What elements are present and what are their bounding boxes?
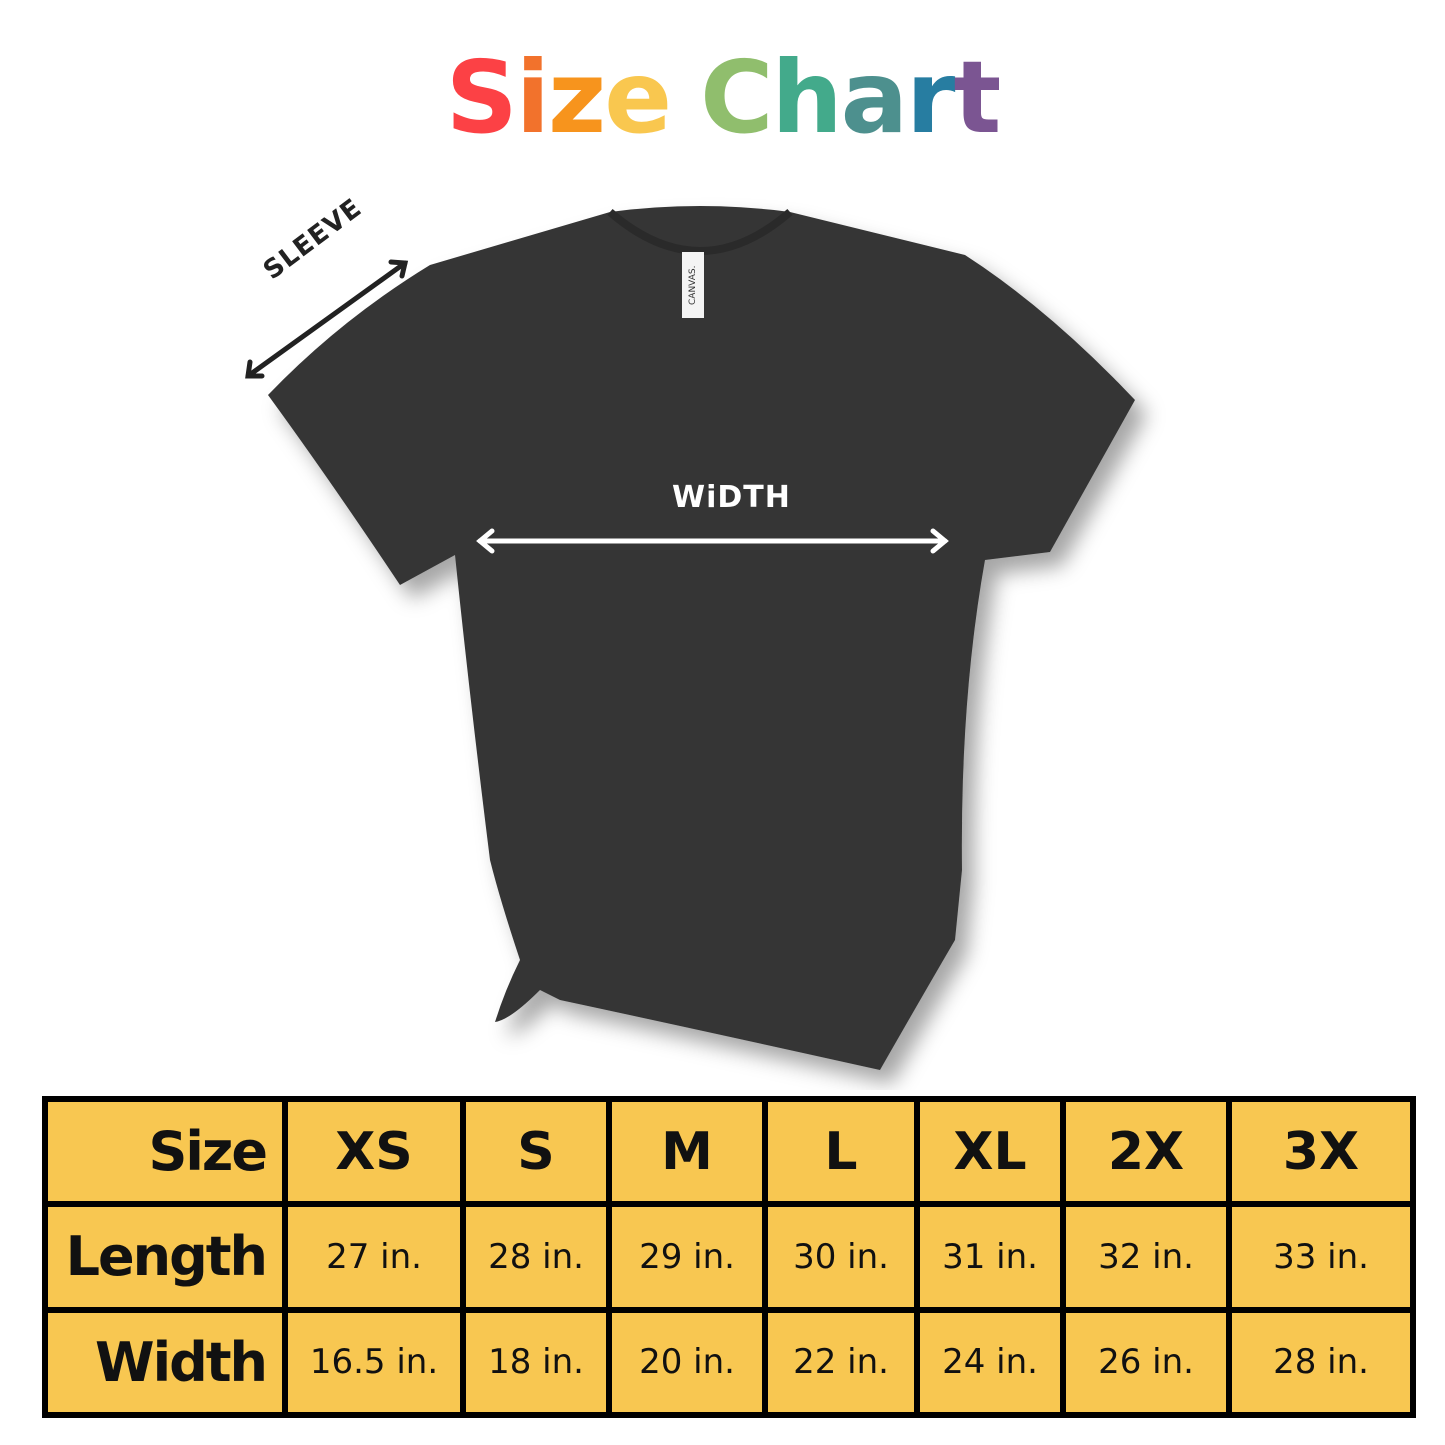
title-letter: h <box>771 39 842 156</box>
shirt-tag: CANVAS. <box>682 252 704 318</box>
table-cell: 18 in. <box>460 1306 612 1419</box>
title-letter: a <box>840 39 908 156</box>
table-cell: 28 in. <box>1226 1306 1416 1419</box>
row-label: Width <box>42 1306 288 1419</box>
table-cell: 33 in. <box>1226 1201 1416 1313</box>
table-cell: 31 in. <box>914 1201 1066 1313</box>
title-letter: t <box>953 39 1001 156</box>
table-cell: 32 in. <box>1060 1201 1232 1313</box>
title-letter: r <box>906 39 955 156</box>
table-cell: 28 in. <box>460 1201 612 1313</box>
header-cell: XS <box>282 1095 466 1208</box>
header-cell: L <box>762 1095 920 1208</box>
table-row: Length 27 in. 28 in. 29 in. 30 in. 31 in… <box>42 1201 1416 1313</box>
table-cell: 27 in. <box>282 1201 466 1313</box>
table-cell: 30 in. <box>762 1201 920 1313</box>
tshirt-shape <box>268 206 1135 1070</box>
title-letter: C <box>700 39 773 156</box>
width-arrow <box>476 528 949 554</box>
table-cell: 22 in. <box>762 1306 920 1419</box>
width-label: WiDTH <box>672 480 791 515</box>
table-cell: 29 in. <box>606 1201 768 1313</box>
title-letter: S <box>445 39 518 156</box>
header-cell: 2X <box>1060 1095 1232 1208</box>
row-label: Length <box>42 1201 288 1313</box>
header-cell: S <box>460 1095 612 1208</box>
title-letter: e <box>604 39 672 156</box>
table-cell: 16.5 in. <box>282 1306 466 1419</box>
title-letter: z <box>548 39 606 156</box>
table-header-row: Size XS S M L XL 2X 3X <box>42 1095 1416 1208</box>
table-cell: 26 in. <box>1060 1306 1232 1419</box>
table-cell: 24 in. <box>914 1306 1066 1419</box>
neckline <box>607 208 793 255</box>
header-cell: 3X <box>1226 1095 1416 1208</box>
header-cell: XL <box>914 1095 1066 1208</box>
size-table: Size XS S M L XL 2X 3X Length 27 in. 28 … <box>42 1095 1416 1419</box>
page-title: Size Chart <box>0 38 1445 158</box>
header-cell: Size <box>42 1095 288 1208</box>
tshirt-image <box>245 206 1135 1070</box>
title-letter: i <box>515 39 550 156</box>
sleeve-arrow <box>245 259 409 379</box>
table-cell: 20 in. <box>606 1306 768 1419</box>
table-row: Width 16.5 in. 18 in. 20 in. 22 in. 24 i… <box>42 1306 1416 1419</box>
header-cell: M <box>606 1095 768 1208</box>
